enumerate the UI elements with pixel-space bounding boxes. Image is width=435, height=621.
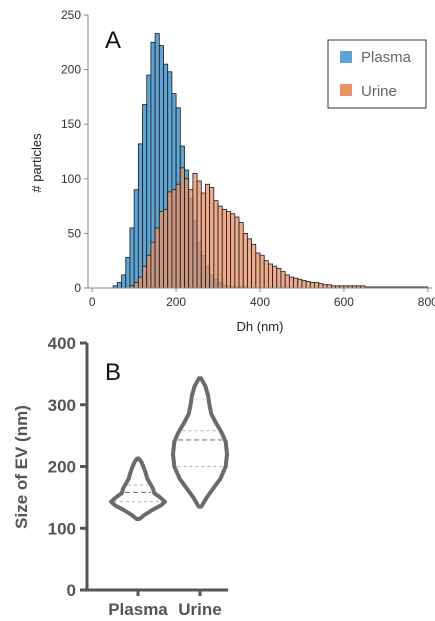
violin-y-tick-label: 0 — [67, 581, 76, 600]
violins — [109, 376, 229, 521]
urine-bar — [301, 279, 307, 289]
urine-bar — [142, 265, 148, 289]
plasma-bar — [116, 282, 122, 289]
histogram-axes: 0 50 100 150 200 250 0 200 400 600 800 — [61, 8, 435, 309]
plasma-bar — [133, 189, 139, 289]
urine-bar — [255, 252, 261, 289]
urine-bar — [314, 282, 320, 289]
y-tick-label: 200 — [61, 63, 81, 77]
urine-bar — [150, 241, 156, 289]
plasma-bar — [121, 274, 127, 289]
x-tick-label: 0 — [89, 295, 96, 309]
y-tick-label: 250 — [61, 8, 81, 22]
urine-bar — [297, 278, 303, 289]
urine-bar — [276, 267, 282, 289]
urine-bar — [200, 192, 206, 289]
urine-bar — [171, 189, 177, 289]
urine-bar — [280, 271, 286, 289]
urine-bar — [226, 211, 232, 289]
y-axis-label: # particles — [29, 133, 44, 193]
category-label-plasma: Plasma — [108, 600, 168, 619]
panel-label-a: A — [105, 27, 121, 54]
urine-bar — [221, 208, 227, 289]
urine-bar — [234, 216, 240, 289]
histogram-panel: 0 50 100 150 200 250 0 200 400 600 800 A # particl… — [29, 8, 435, 334]
urine-bar — [209, 187, 215, 289]
x-tick-label: 800 — [418, 295, 435, 309]
legend-label-urine: Urine — [361, 83, 397, 100]
x-tick-label: 400 — [250, 295, 270, 309]
legend: Plasma Urine — [327, 39, 427, 109]
urine-bar — [272, 265, 278, 289]
urine-bar — [158, 211, 164, 289]
urine-bar — [175, 183, 181, 289]
urine-bar — [217, 205, 223, 289]
plasma-bar — [125, 257, 131, 289]
urine-bar — [293, 277, 299, 289]
plasma-violin — [109, 456, 167, 521]
y-tick-label: 150 — [61, 117, 81, 131]
violin-y-tick-label: 300 — [48, 396, 76, 415]
urine-bar — [288, 276, 294, 289]
urine-bar — [133, 282, 139, 289]
panel-label-b: B — [105, 359, 121, 386]
violin-y-tick-label: 100 — [48, 519, 76, 538]
legend-swatch-plasma — [340, 51, 352, 63]
x-axis-label: Dh (nm) — [237, 319, 284, 334]
urine-bar — [247, 238, 253, 289]
urine-bar — [188, 189, 194, 289]
x-tick-label: 200 — [166, 295, 186, 309]
urine-bar — [309, 282, 315, 289]
urine-bar — [196, 180, 202, 289]
urine-bar — [267, 263, 273, 289]
violin-panel: 0 100 200 300 400 Plasma Urine B Size of EV (n… — [12, 334, 229, 619]
plasma-bar — [137, 143, 143, 289]
urine-bar — [205, 183, 211, 289]
urine-bar — [242, 232, 248, 289]
urine-bar — [163, 208, 169, 289]
y-tick-label: 100 — [61, 172, 81, 186]
violin-y-tick-label: 400 — [48, 334, 76, 353]
urine-bar — [238, 222, 244, 289]
urine-bar — [318, 283, 324, 289]
urine-bar — [137, 276, 143, 289]
x-tick-label: 600 — [334, 295, 354, 309]
legend-label-plasma: Plasma — [361, 49, 412, 66]
urine-bar — [179, 167, 185, 289]
urine-bar — [213, 200, 219, 289]
plasma-bar — [129, 227, 135, 289]
urine-bar — [154, 227, 160, 289]
violin-axes: 0 100 200 300 400 Plasma Urine — [48, 334, 228, 619]
plasma-bar — [142, 104, 148, 289]
urine-bar — [263, 260, 269, 289]
urine-bar — [259, 254, 265, 289]
urine-bar — [230, 213, 236, 289]
y-tick-label: 0 — [74, 281, 81, 295]
urine-bar — [305, 281, 311, 289]
violin-y-tick-label: 200 — [48, 458, 76, 477]
urine-bar — [192, 172, 198, 289]
category-label-urine: Urine — [178, 600, 221, 619]
legend-swatch-urine — [340, 84, 352, 96]
urine-bar — [167, 191, 173, 289]
urine-bar — [184, 178, 190, 289]
y-tick-label: 50 — [68, 226, 82, 240]
urine-bar — [251, 243, 257, 289]
urine-violin — [171, 376, 229, 509]
urine-bars — [129, 167, 429, 289]
urine-bar — [284, 274, 290, 289]
urine-bar — [146, 254, 152, 289]
violin-y-axis-label: Size of EV (nm) — [12, 405, 31, 529]
